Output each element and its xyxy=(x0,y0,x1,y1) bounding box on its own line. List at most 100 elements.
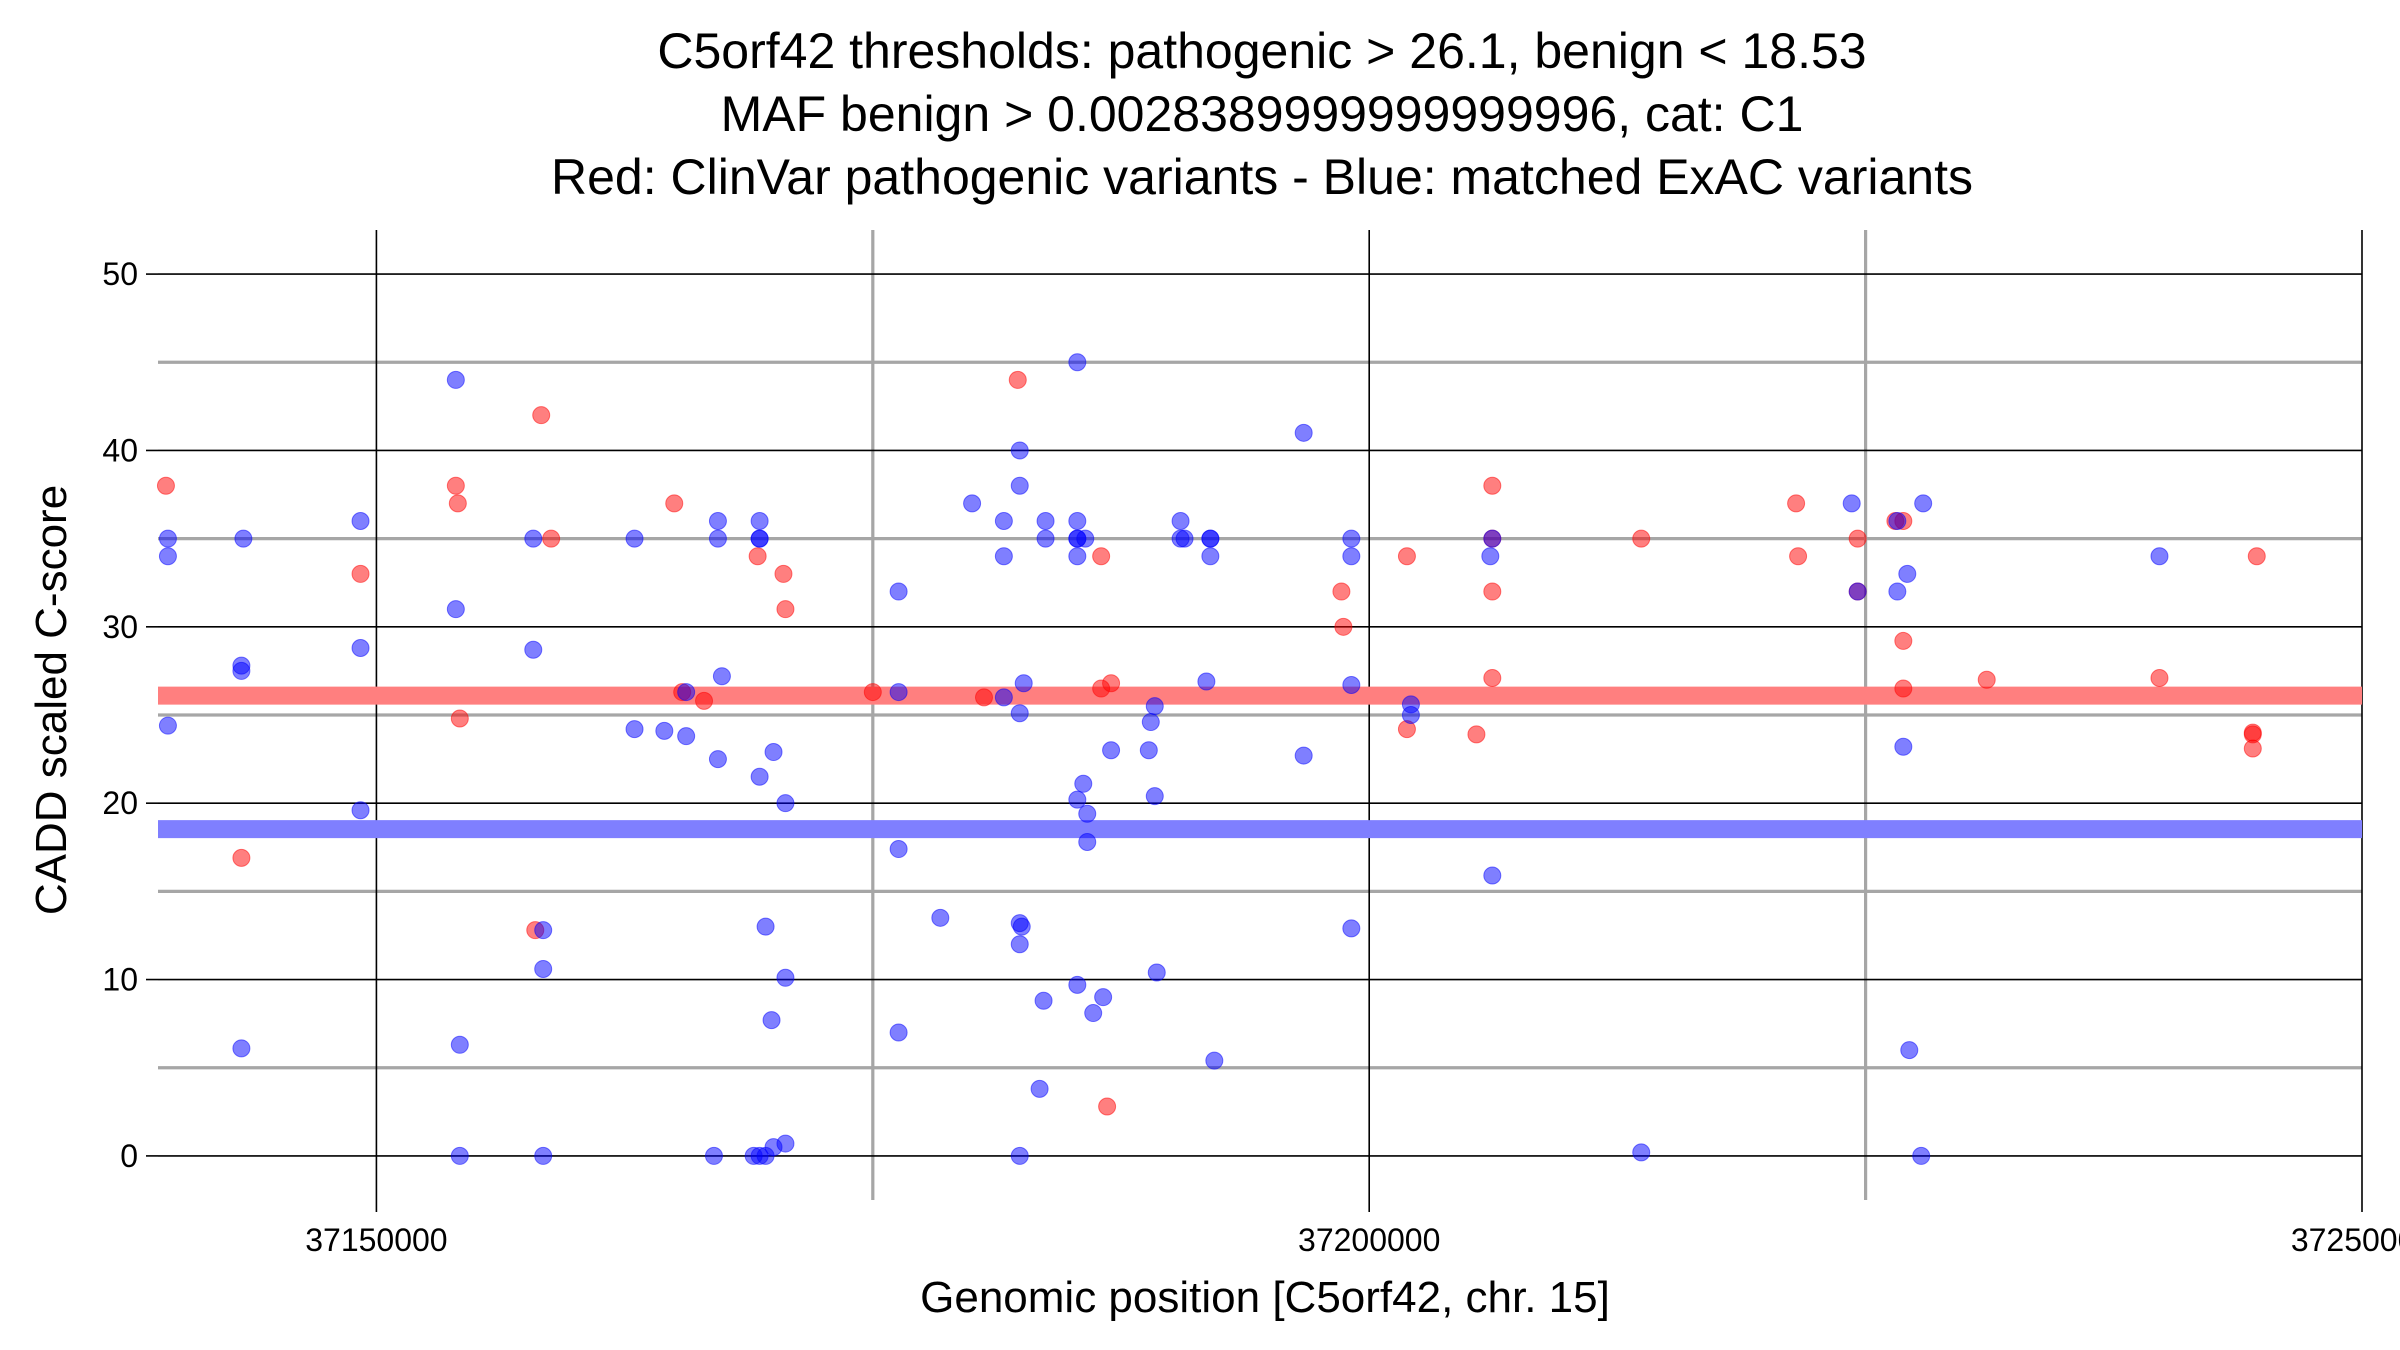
point-s1-53 xyxy=(776,968,795,987)
y-tick-label-3: 30 xyxy=(102,609,138,645)
point-s1-23 xyxy=(351,512,370,530)
point-s1-47 xyxy=(750,529,769,548)
point-s1-30 xyxy=(524,529,543,548)
point-s1-90 xyxy=(1068,975,1087,994)
point-s1-64 xyxy=(963,494,982,513)
point-s1-111 xyxy=(1342,676,1361,695)
point-s1-31 xyxy=(524,640,543,659)
chart-title: C5orf42 thresholds: pathogenic > 26.1, b… xyxy=(551,23,1973,205)
point-s1-29 xyxy=(450,1146,469,1165)
point-s1-28 xyxy=(450,1035,469,1054)
point-s1-119 xyxy=(1842,494,1861,513)
x-tick-label-1: 37200000 xyxy=(1298,1222,1440,1258)
x-axis-ticks: 37150000 37200000 37250000 xyxy=(305,1200,2400,1258)
y-axis-label: CADD scaled C-score xyxy=(27,485,76,915)
title-line-3: Red: ClinVar pathogenic variants - Blue:… xyxy=(551,149,1973,205)
point-s1-65 xyxy=(994,512,1013,530)
point-s0-33 xyxy=(1467,725,1486,744)
point-s1-126 xyxy=(1914,494,1933,513)
point-s0-36 xyxy=(1483,582,1502,601)
point-s1-63 xyxy=(931,908,950,927)
point-s1-112 xyxy=(1342,919,1361,938)
point-s0-9 xyxy=(351,564,370,583)
point-s0-48 xyxy=(2150,668,2169,687)
point-s0-47 xyxy=(1977,670,1996,689)
point-s1-91 xyxy=(1084,1004,1103,1023)
point-s1-71 xyxy=(1010,704,1029,723)
point-s1-120 xyxy=(1848,582,1867,601)
point-s1-19 xyxy=(234,529,253,548)
point-s0-40 xyxy=(1789,547,1808,566)
point-s1-81 xyxy=(1068,512,1087,530)
point-s1-77 xyxy=(1036,529,1055,548)
point-s0-31 xyxy=(1397,547,1416,566)
point-s0-20 xyxy=(774,564,793,583)
point-s1-78 xyxy=(1034,991,1053,1010)
point-s1-105 xyxy=(1197,672,1216,691)
point-s1-22 xyxy=(232,1039,251,1058)
point-s0-49 xyxy=(2247,547,2266,566)
x-tick-label-0: 37150000 xyxy=(305,1222,447,1258)
title-line-2: MAF benign > 0.0028389999999999996, cat:… xyxy=(721,86,1804,142)
point-s1-36 xyxy=(625,720,644,739)
point-s1-34 xyxy=(534,1146,553,1165)
point-s0-37 xyxy=(1483,668,1502,687)
point-s1-128 xyxy=(2150,547,2169,566)
point-s1-95 xyxy=(1145,697,1164,716)
point-s1-44 xyxy=(704,1146,723,1165)
point-s0-12 xyxy=(450,709,469,728)
point-s1-118 xyxy=(1632,1143,1651,1162)
point-s1-94 xyxy=(1139,741,1158,760)
point-s1-26 xyxy=(446,370,465,389)
point-s1-108 xyxy=(1294,746,1313,765)
point-s0-21 xyxy=(776,600,795,619)
point-s1-87 xyxy=(1068,790,1087,809)
point-s1-97 xyxy=(1145,787,1164,806)
point-s1-117 xyxy=(1483,866,1502,885)
threshold-lines xyxy=(158,686,2362,839)
y-tick-label-2: 20 xyxy=(102,785,138,821)
point-s1-103 xyxy=(1201,529,1220,548)
point-s0-15 xyxy=(542,529,561,548)
point-s0-10 xyxy=(446,476,465,495)
point-s1-33 xyxy=(534,959,553,978)
x-axis-label: Genomic position [C5orf42, chr. 15] xyxy=(920,1273,1610,1322)
point-s0-11 xyxy=(448,494,467,513)
point-s1-66 xyxy=(994,547,1013,566)
y-axis-ticks: 0 10 20 30 40 50 xyxy=(102,256,158,1174)
point-s1-109 xyxy=(1342,529,1361,548)
point-s0-18 xyxy=(695,691,714,710)
point-s1-74 xyxy=(1010,935,1029,954)
point-s0-39 xyxy=(1787,494,1806,513)
point-s1-25 xyxy=(351,801,370,820)
point-s1-68 xyxy=(1010,441,1029,460)
point-s1-60 xyxy=(889,683,908,702)
point-s1-50 xyxy=(764,743,783,762)
point-s1-48 xyxy=(750,767,769,786)
point-s1-124 xyxy=(1898,564,1917,583)
point-s1-62 xyxy=(889,1023,908,1042)
gridlines xyxy=(158,230,2363,1200)
y-tick-label-0: 0 xyxy=(120,1138,138,1174)
point-s1-84 xyxy=(1076,529,1095,548)
point-s0-38 xyxy=(1632,529,1651,548)
point-s1-125 xyxy=(1900,1041,1919,1060)
point-s1-39 xyxy=(677,683,696,702)
point-s0-25 xyxy=(1092,547,1111,566)
point-s0-30 xyxy=(1332,582,1351,601)
point-s0-34 xyxy=(1483,476,1502,495)
point-s1-27 xyxy=(446,600,465,619)
point-s1-110 xyxy=(1342,547,1361,566)
point-s0-28 xyxy=(1098,1097,1117,1116)
point-s1-85 xyxy=(1068,547,1087,566)
point-s1-96 xyxy=(1141,713,1160,732)
x-tick-label-2: 37250000 xyxy=(2291,1222,2400,1258)
point-s1-69 xyxy=(1010,476,1029,495)
point-s0-46 xyxy=(1894,679,1913,698)
point-s1-38 xyxy=(677,727,696,746)
point-s1-89 xyxy=(1078,832,1097,851)
point-s0-41 xyxy=(1848,529,1867,548)
point-s1-41 xyxy=(708,529,727,548)
point-s1-70 xyxy=(1014,674,1033,693)
